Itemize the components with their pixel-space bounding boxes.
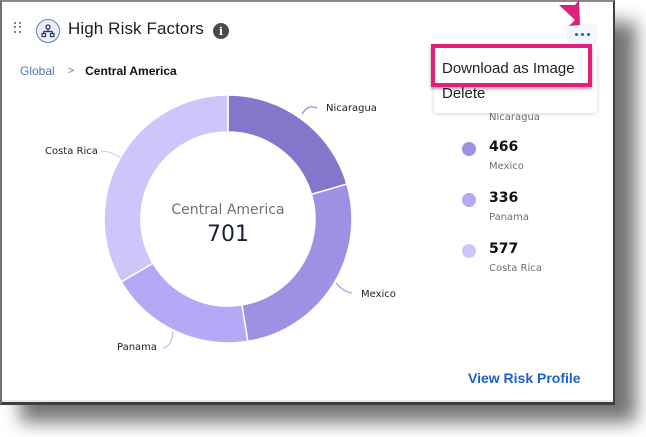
annotation-arrow-icon [559, 0, 580, 26]
legend-name: Mexico [489, 161, 524, 172]
legend-value: 336 [489, 190, 519, 206]
info-icon[interactable]: i [213, 23, 229, 39]
breadcrumb-current: Central America [85, 64, 177, 78]
menu-item-download-as-image[interactable]: Download as Image [442, 60, 575, 77]
widget-title: High Risk Factors [68, 19, 204, 38]
annotation-highlight-box [431, 44, 592, 87]
legend-dot-icon [462, 142, 476, 156]
legend-dot-icon [462, 193, 476, 207]
legend-item-mexico[interactable]: 466 Mexico [462, 139, 582, 179]
legend-item-panama[interactable]: 336 Panama [462, 190, 582, 230]
breadcrumb: Global > Central America [20, 64, 177, 78]
breadcrumb-separator: > [67, 65, 75, 77]
slice-costa-rica[interactable] [103, 94, 229, 283]
leader-line-panama [162, 331, 174, 349]
drag-handle-icon[interactable] [14, 22, 22, 33]
view-risk-profile-link[interactable]: View Risk Profile [468, 370, 581, 386]
leader-line-nicaragua [301, 106, 318, 115]
legend-dot-icon [462, 244, 476, 258]
slice-label-mexico: Mexico [361, 289, 396, 300]
menu-item-delete[interactable]: Delete [442, 85, 486, 102]
legend-name: Nicaragua [489, 112, 540, 123]
overflow-menu: Download as Image Delete [434, 45, 597, 113]
donut-center-label: Central America [171, 202, 285, 218]
leader-line-mexico [335, 282, 353, 294]
legend-value: 466 [489, 139, 519, 155]
breadcrumb-global-link[interactable]: Global [20, 64, 55, 78]
donut-center-value: 701 [207, 222, 249, 247]
slice-label-costa-rica: Costa Rica [45, 146, 98, 157]
legend-item-costa-rica[interactable]: 577 Costa Rica [462, 241, 582, 281]
more-options-button[interactable] [567, 24, 597, 44]
network-hierarchy-icon [36, 19, 60, 43]
more-horizontal-icon [574, 32, 578, 36]
slice-label-panama: Panama [117, 342, 158, 353]
legend-name: Costa Rica [489, 263, 542, 274]
slice-label-nicaragua: Nicaragua [326, 103, 377, 114]
legend-name: Panama [489, 212, 530, 223]
leader-line-costa-rica [99, 150, 121, 159]
slice-panama[interactable] [120, 262, 249, 344]
legend-value: 577 [489, 241, 519, 257]
